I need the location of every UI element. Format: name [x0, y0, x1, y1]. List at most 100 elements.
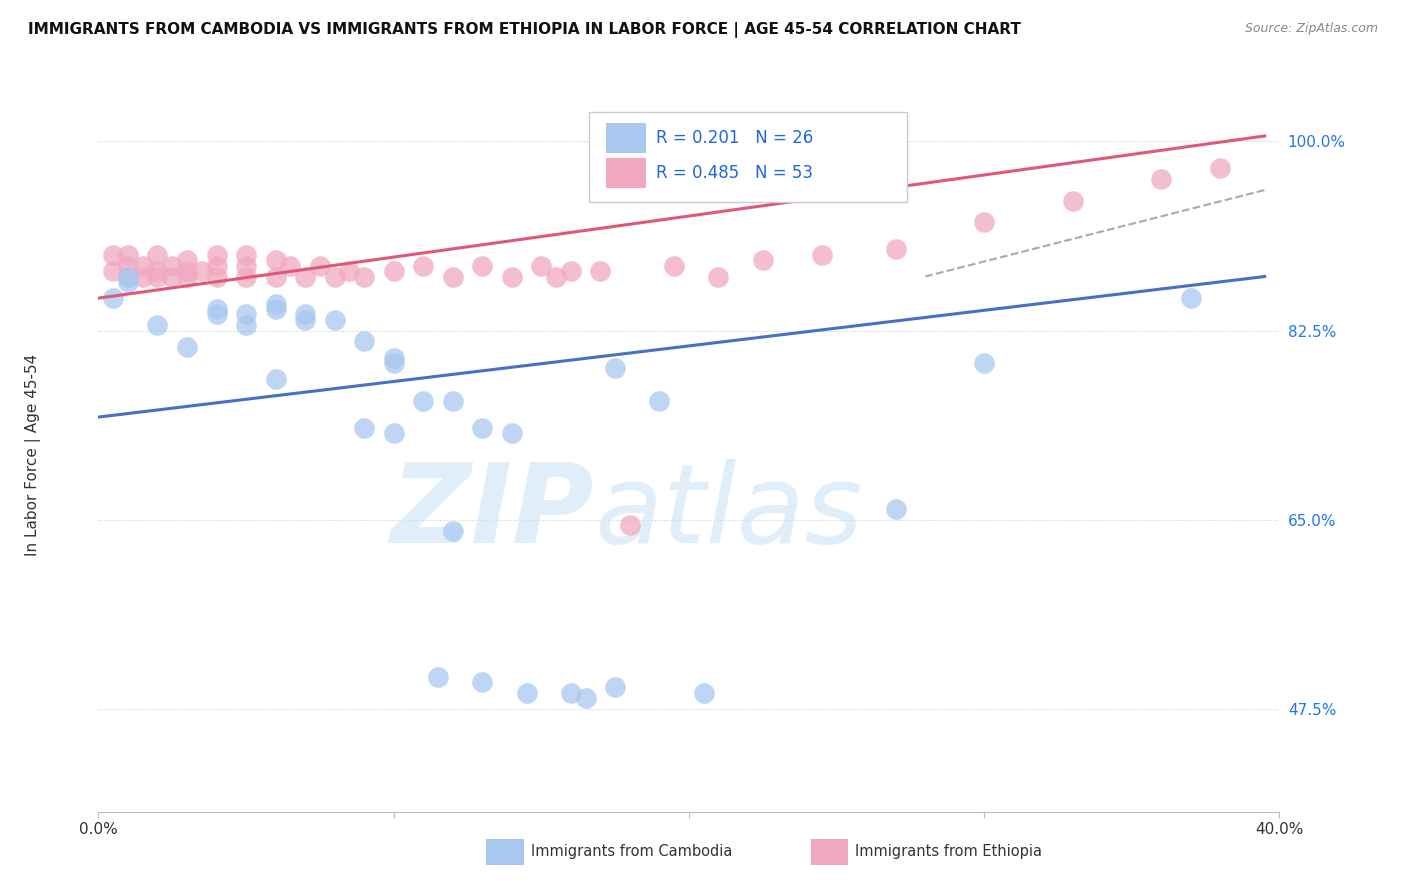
- Point: [1150, 172, 1173, 186]
- FancyBboxPatch shape: [606, 123, 647, 153]
- Point: [264, 296, 287, 310]
- Point: [294, 269, 316, 284]
- Point: [235, 259, 257, 273]
- FancyBboxPatch shape: [589, 112, 907, 202]
- Point: [117, 259, 139, 273]
- Point: [1209, 161, 1232, 176]
- Point: [884, 502, 907, 516]
- Point: [205, 269, 228, 284]
- FancyBboxPatch shape: [486, 838, 523, 864]
- Point: [441, 393, 464, 408]
- Point: [103, 248, 125, 262]
- Point: [337, 264, 360, 278]
- Text: In Labor Force | Age 45-54: In Labor Force | Age 45-54: [25, 354, 41, 556]
- Point: [501, 269, 523, 284]
- Point: [191, 264, 214, 278]
- Point: [707, 269, 730, 284]
- Point: [574, 691, 596, 706]
- Point: [884, 243, 907, 257]
- Point: [544, 269, 567, 284]
- Point: [146, 318, 169, 333]
- Point: [146, 269, 169, 284]
- Point: [132, 269, 155, 284]
- Point: [132, 259, 155, 273]
- Point: [605, 361, 627, 376]
- Text: Immigrants from Ethiopia: Immigrants from Ethiopia: [855, 844, 1042, 859]
- Point: [294, 312, 316, 326]
- Point: [117, 269, 139, 284]
- Point: [264, 253, 287, 268]
- Point: [176, 269, 198, 284]
- Point: [235, 318, 257, 333]
- Point: [471, 259, 494, 273]
- Point: [382, 264, 405, 278]
- Point: [162, 259, 183, 273]
- Point: [619, 518, 641, 533]
- Point: [973, 356, 995, 370]
- Point: [382, 351, 405, 365]
- Point: [648, 393, 671, 408]
- Point: [589, 264, 612, 278]
- Point: [117, 248, 139, 262]
- Text: Source: ZipAtlas.com: Source: ZipAtlas.com: [1244, 22, 1378, 36]
- Point: [471, 421, 494, 435]
- Text: R = 0.485   N = 53: R = 0.485 N = 53: [655, 164, 813, 182]
- Point: [412, 259, 434, 273]
- Point: [353, 334, 375, 349]
- Point: [103, 264, 125, 278]
- Point: [515, 686, 537, 700]
- Point: [235, 269, 257, 284]
- Point: [810, 248, 832, 262]
- Point: [264, 301, 287, 316]
- Text: R = 0.201   N = 26: R = 0.201 N = 26: [655, 129, 813, 147]
- Point: [205, 259, 228, 273]
- Text: atlas: atlas: [595, 458, 863, 566]
- Point: [412, 393, 434, 408]
- Point: [146, 248, 169, 262]
- Point: [353, 421, 375, 435]
- Point: [264, 269, 287, 284]
- Point: [693, 686, 716, 700]
- Point: [1062, 194, 1084, 208]
- Point: [176, 264, 198, 278]
- Point: [309, 259, 332, 273]
- Point: [382, 426, 405, 441]
- Point: [117, 269, 139, 284]
- Point: [278, 259, 302, 273]
- Point: [501, 426, 523, 441]
- Point: [530, 259, 553, 273]
- Point: [664, 259, 686, 273]
- Point: [235, 248, 257, 262]
- Point: [560, 264, 582, 278]
- Text: IMMIGRANTS FROM CAMBODIA VS IMMIGRANTS FROM ETHIOPIA IN LABOR FORCE | AGE 45-54 : IMMIGRANTS FROM CAMBODIA VS IMMIGRANTS F…: [28, 22, 1021, 38]
- Point: [323, 269, 346, 284]
- Point: [560, 686, 582, 700]
- Point: [162, 269, 183, 284]
- Point: [146, 264, 169, 278]
- Point: [117, 275, 139, 289]
- Point: [973, 215, 995, 229]
- Point: [1180, 291, 1202, 305]
- FancyBboxPatch shape: [606, 158, 647, 188]
- Point: [205, 248, 228, 262]
- Point: [382, 356, 405, 370]
- Text: ZIP: ZIP: [391, 458, 595, 566]
- Point: [323, 312, 346, 326]
- Point: [751, 253, 773, 268]
- Point: [235, 307, 257, 321]
- Point: [441, 269, 464, 284]
- Text: Immigrants from Cambodia: Immigrants from Cambodia: [530, 844, 733, 859]
- Point: [176, 340, 198, 354]
- Point: [205, 307, 228, 321]
- FancyBboxPatch shape: [811, 838, 848, 864]
- Point: [471, 675, 494, 690]
- Point: [205, 301, 228, 316]
- Point: [441, 524, 464, 538]
- Point: [353, 269, 375, 284]
- Point: [264, 372, 287, 386]
- Point: [176, 253, 198, 268]
- Point: [427, 669, 450, 683]
- Point: [103, 291, 125, 305]
- Point: [605, 681, 627, 695]
- Point: [294, 307, 316, 321]
